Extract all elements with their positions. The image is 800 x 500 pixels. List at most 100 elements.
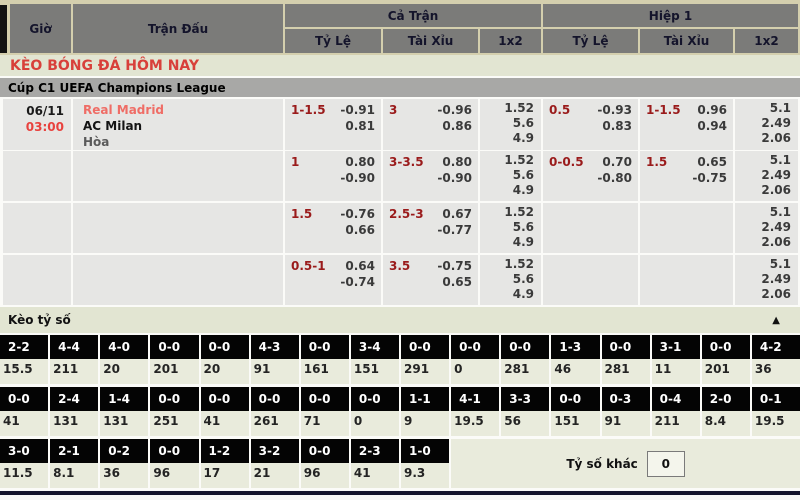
odds-value[interactable]: 0.67: [442, 207, 472, 221]
score-odds-value[interactable]: 19.5: [451, 411, 500, 436]
odds-value[interactable]: 4.9: [512, 183, 534, 197]
score-odds-value[interactable]: 20: [200, 359, 249, 384]
odds-value[interactable]: 5.1: [769, 101, 791, 115]
h1-handicap-cell[interactable]: 0-0.5 0.70 -0.80: [543, 151, 638, 201]
odds-value[interactable]: -0.76: [340, 207, 375, 221]
odds-value[interactable]: 5.1: [769, 153, 791, 167]
odds-value[interactable]: 0.81: [345, 119, 375, 133]
odds-value[interactable]: 0.83: [602, 119, 632, 133]
odds-value[interactable]: -0.90: [340, 171, 375, 185]
collapse-up-icon[interactable]: ▲: [772, 314, 780, 326]
h1-1x2-cell[interactable]: 5.1 2.49 2.06: [735, 255, 798, 305]
score-odds-value[interactable]: 151: [350, 359, 399, 384]
odds-value[interactable]: 2.49: [761, 272, 791, 286]
odds-value[interactable]: 5.6: [512, 272, 534, 286]
odds-value[interactable]: 1.52: [504, 257, 534, 271]
other-score-input[interactable]: 0: [646, 450, 685, 477]
odds-value[interactable]: -0.96: [437, 103, 472, 117]
odds-value[interactable]: 0.86: [442, 119, 472, 133]
score-odds-value[interactable]: 131: [50, 411, 99, 436]
odds-value[interactable]: -0.80: [597, 171, 632, 185]
score-odds-value[interactable]: 96: [300, 463, 349, 488]
odds-value[interactable]: -0.74: [340, 275, 375, 289]
h1-over-under-cell[interactable]: 1-1.5 0.96 0.94: [640, 99, 733, 150]
odds-value[interactable]: 0.64: [345, 259, 375, 273]
score-odds-value[interactable]: 251: [150, 411, 199, 436]
odds-value[interactable]: 0.80: [442, 155, 472, 169]
ft-over-under-cell[interactable]: 3 -0.96 0.86: [383, 99, 478, 150]
odds-value[interactable]: 2.49: [761, 168, 791, 182]
odds-value[interactable]: 1.52: [504, 101, 534, 115]
score-odds-value[interactable]: 11: [651, 359, 700, 384]
odds-value[interactable]: 5.6: [512, 168, 534, 182]
odds-value[interactable]: -0.90: [437, 171, 472, 185]
home-team-name[interactable]: Real Madrid: [83, 103, 165, 117]
odds-value[interactable]: 2.06: [761, 131, 791, 145]
odds-value[interactable]: 2.49: [761, 220, 791, 234]
odds-value[interactable]: 5.1: [769, 257, 791, 271]
ft-handicap-cell[interactable]: 1.5 -0.76 0.66: [285, 203, 381, 253]
h1-1x2-cell[interactable]: 5.1 2.49 2.06: [735, 203, 798, 253]
score-odds-value[interactable]: 291: [401, 359, 450, 384]
ft-handicap-cell[interactable]: 1-1.5 -0.91 0.81: [285, 99, 381, 150]
ft-handicap-cell[interactable]: 0.5-1 0.64 -0.74: [285, 255, 381, 305]
odds-value[interactable]: 2.06: [761, 287, 791, 301]
score-odds-value[interactable]: 281: [501, 359, 550, 384]
ft-1x2-cell[interactable]: 1.52 5.6 4.9: [480, 255, 541, 305]
score-odds-value[interactable]: 21: [250, 463, 299, 488]
score-odds-value[interactable]: 36: [751, 359, 800, 384]
odds-value[interactable]: 2.49: [761, 116, 791, 130]
odds-value[interactable]: 5.1: [769, 205, 791, 219]
score-odds-value[interactable]: 11.5: [0, 463, 49, 488]
score-odds-value[interactable]: 261: [250, 411, 299, 436]
ft-1x2-cell[interactable]: 1.52 5.6 4.9: [480, 151, 541, 201]
odds-value[interactable]: 5.6: [512, 116, 534, 130]
odds-value[interactable]: 2.06: [761, 235, 791, 249]
score-odds-value[interactable]: 91: [601, 411, 650, 436]
score-odds-value[interactable]: 41: [350, 463, 399, 488]
odds-value[interactable]: -0.77: [437, 223, 472, 237]
odds-value[interactable]: 0.70: [602, 155, 632, 169]
score-odds-value[interactable]: 36: [100, 463, 149, 488]
score-odds-value[interactable]: 56: [501, 411, 550, 436]
score-odds-value[interactable]: 9.3: [401, 463, 450, 488]
score-odds-value[interactable]: 91: [250, 359, 299, 384]
odds-value[interactable]: 0.96: [697, 103, 727, 117]
h1-over-under-cell[interactable]: 1.5 0.65 -0.75: [640, 151, 733, 201]
score-odds-value[interactable]: 0: [451, 359, 500, 384]
score-odds-value[interactable]: 17: [200, 463, 249, 488]
odds-value[interactable]: 0.65: [697, 155, 727, 169]
score-odds-value[interactable]: 20: [100, 359, 149, 384]
odds-value[interactable]: -0.75: [692, 171, 727, 185]
away-team-name[interactable]: AC Milan: [83, 119, 143, 133]
score-odds-value[interactable]: 161: [300, 359, 349, 384]
score-odds-value[interactable]: 8.1: [50, 463, 99, 488]
odds-value[interactable]: 4.9: [512, 287, 534, 301]
score-odds-value[interactable]: 96: [150, 463, 199, 488]
odds-value[interactable]: 2.06: [761, 183, 791, 197]
score-odds-value[interactable]: 0: [350, 411, 399, 436]
score-odds-value[interactable]: 9: [401, 411, 450, 436]
score-odds-value[interactable]: 41: [0, 411, 49, 436]
score-odds-value[interactable]: 281: [601, 359, 650, 384]
odds-value[interactable]: 0.66: [345, 223, 375, 237]
score-odds-value[interactable]: 201: [150, 359, 199, 384]
odds-value[interactable]: -0.93: [597, 103, 632, 117]
ft-handicap-cell[interactable]: 1 0.80 -0.90: [285, 151, 381, 201]
ft-1x2-cell[interactable]: 1.52 5.6 4.9: [480, 99, 541, 150]
odds-value[interactable]: 1.52: [504, 153, 534, 167]
score-odds-value[interactable]: 41: [200, 411, 249, 436]
ft-1x2-cell[interactable]: 1.52 5.6 4.9: [480, 203, 541, 253]
odds-value[interactable]: 0.80: [345, 155, 375, 169]
ft-over-under-cell[interactable]: 2.5-3 0.67 -0.77: [383, 203, 478, 253]
h1-1x2-cell[interactable]: 5.1 2.49 2.06: [735, 151, 798, 201]
score-odds-value[interactable]: 211: [651, 411, 700, 436]
score-odds-value[interactable]: 71: [300, 411, 349, 436]
score-odds-value[interactable]: 8.4: [701, 411, 750, 436]
score-odds-value[interactable]: 131: [100, 411, 149, 436]
h1-1x2-cell[interactable]: 5.1 2.49 2.06: [735, 99, 798, 150]
odds-value[interactable]: -0.91: [340, 103, 375, 117]
ft-over-under-cell[interactable]: 3.5 -0.75 0.65: [383, 255, 478, 305]
odds-value[interactable]: 0.94: [697, 119, 727, 133]
h1-handicap-cell[interactable]: 0.5 -0.93 0.83: [543, 99, 638, 150]
